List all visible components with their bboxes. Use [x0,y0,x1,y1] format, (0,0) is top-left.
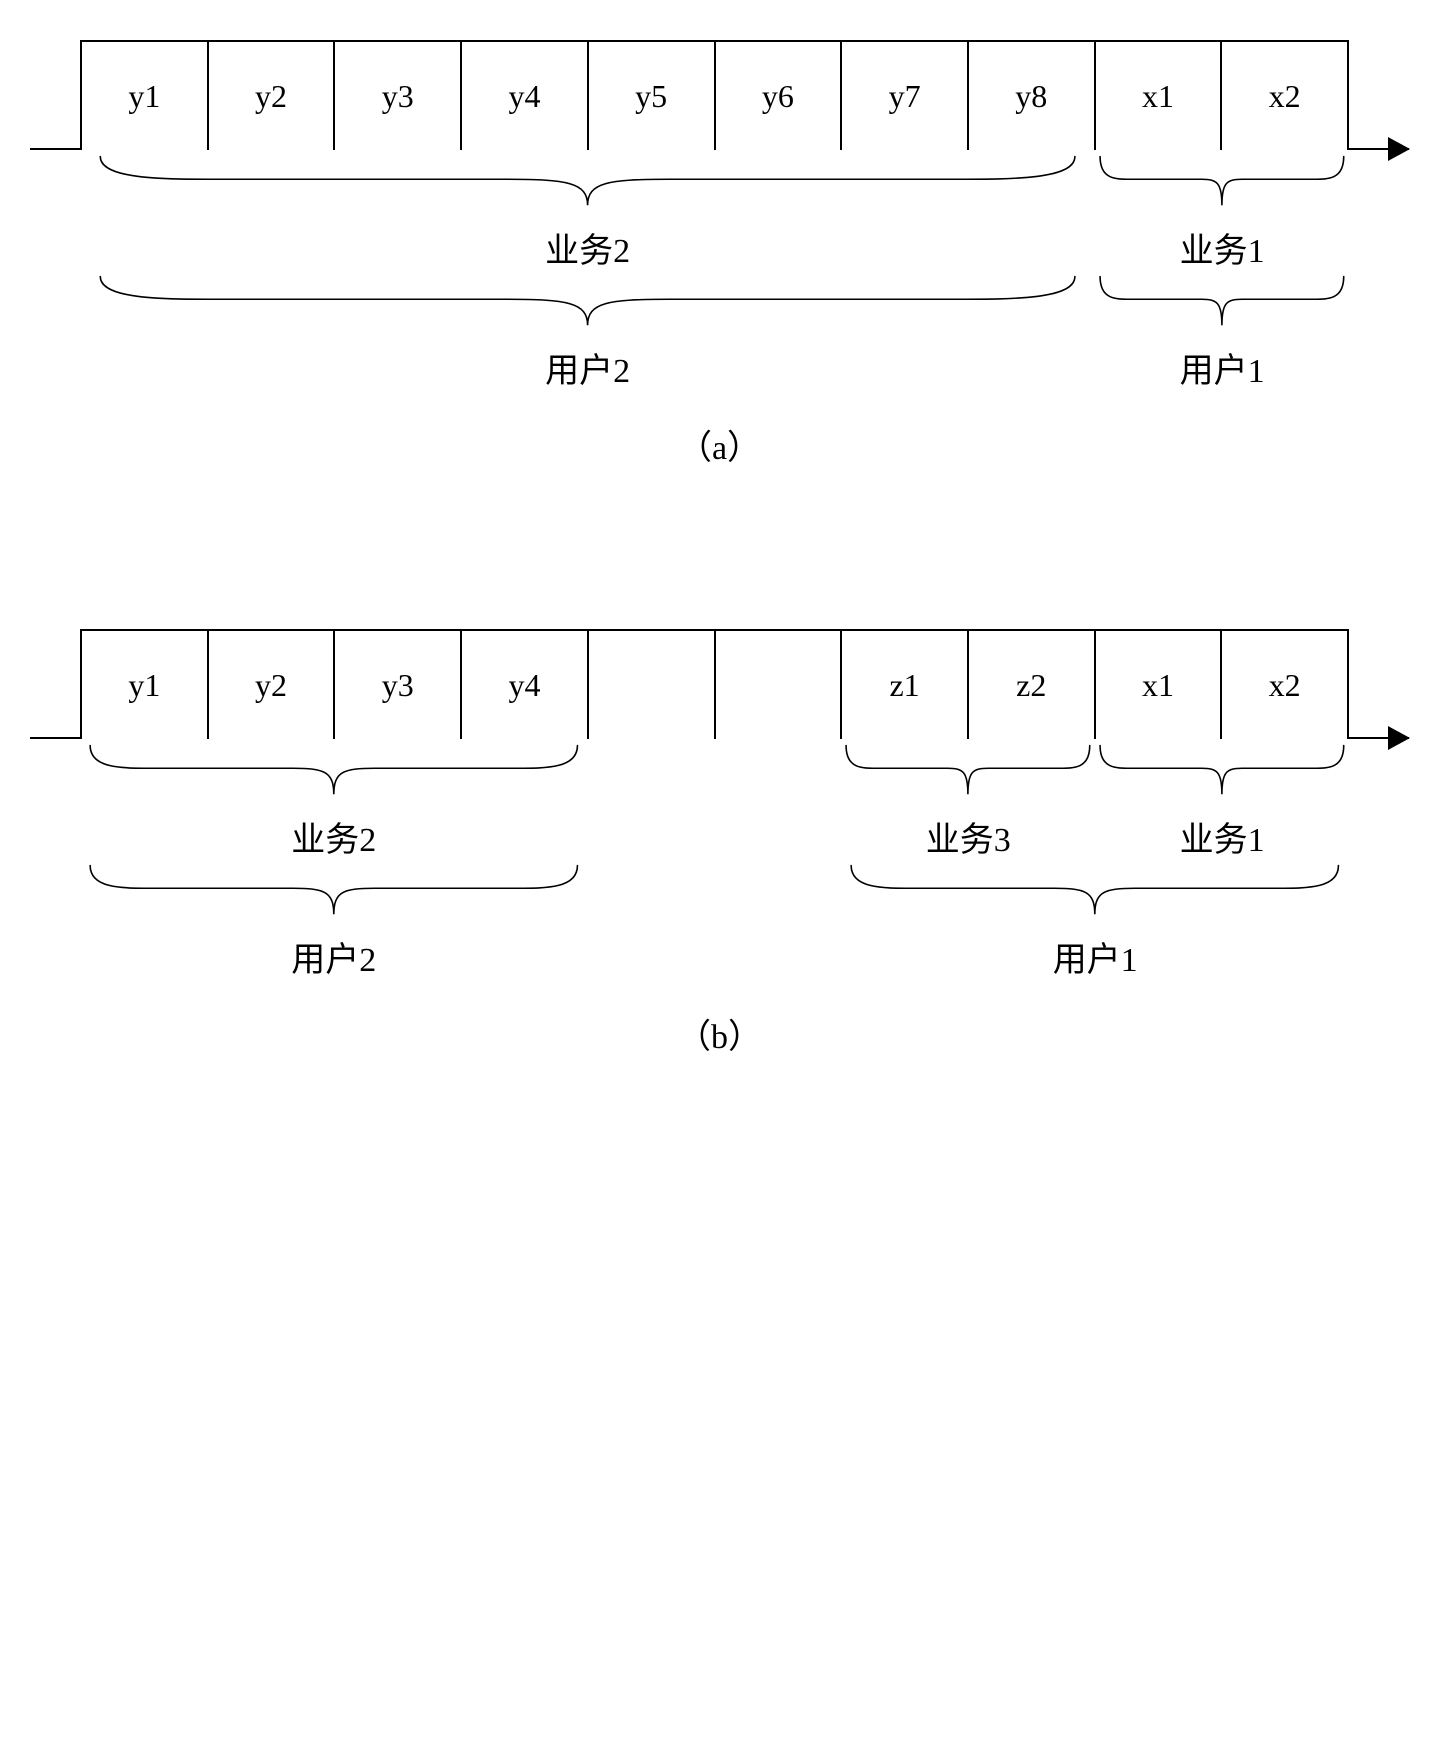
brace-label: 业务2 [80,804,588,861]
brace-icon [841,739,1095,804]
brace-group: 业务2 [80,739,588,861]
cell-y2: y2 [207,631,334,739]
cell-y7: y7 [840,42,967,150]
cell-x2: x2 [1220,42,1347,150]
brace-group: 用户1 [1095,270,1349,392]
cell-y3: y3 [333,631,460,739]
brace-icon [80,859,588,924]
brace-label: 业务1 [1095,215,1349,272]
brace-row-0: 业务2 业务3业务1 [80,739,1349,859]
brace-group: 业务1 [1095,150,1349,272]
cell-y8: y8 [967,42,1094,150]
brace-row-0: 业务2业务1 [80,150,1349,270]
brace-group: 用户2 [80,270,1095,392]
cells-row: y1y2y3y4 z1z2x1x2 [80,629,1349,739]
brace-group: 用户1 [841,859,1349,981]
brace-label: 用户1 [1095,335,1349,392]
diagram-caption: （a） [30,420,1409,469]
brace-icon [80,739,588,804]
cell-y1: y1 [80,42,207,150]
cell-y2: y2 [207,42,334,150]
brace-group: 业务2 [80,150,1095,272]
brace-row-1: 用户2用户1 [80,270,1349,390]
cells-wrapper: y1y2y3y4y5y6y7y8x1x2 [80,40,1349,150]
brace-row-1: 用户2 用户1 [80,859,1349,979]
brace-label: 业务2 [80,215,1095,272]
brace-group: 业务3 [841,739,1095,861]
brace-icon [1095,150,1349,215]
diagram-caption: （b） [30,1009,1409,1058]
cell-y4: y4 [460,42,587,150]
brace-label: 业务1 [1095,804,1349,861]
cell-y6: y6 [714,42,841,150]
cell-y3: y3 [333,42,460,150]
cell-empty [714,631,841,739]
cell-y5: y5 [587,42,714,150]
cell-z1: z1 [840,631,967,739]
brace-label: 用户2 [80,335,1095,392]
cell-x2: x2 [1220,631,1347,739]
brace-icon [841,859,1349,924]
brace-group: 业务1 [1095,739,1349,861]
diagram-a: y1y2y3y4y5y6y7y8x1x2业务2业务1用户2用户1（a） [30,40,1409,469]
brace-icon [80,150,1095,215]
brace-icon [80,270,1095,335]
cell-empty [587,631,714,739]
cell-y1: y1 [80,631,207,739]
brace-group: 用户2 [80,859,588,981]
brace-label: 用户2 [80,924,588,981]
cells-row: y1y2y3y4y5y6y7y8x1x2 [80,40,1349,150]
cell-z2: z2 [967,631,1094,739]
cell-x1: x1 [1094,631,1221,739]
cell-x1: x1 [1094,42,1221,150]
brace-icon [1095,739,1349,804]
brace-icon [1095,270,1349,335]
cells-wrapper: y1y2y3y4 z1z2x1x2 [80,629,1349,739]
diagram-b: y1y2y3y4 z1z2x1x2 业务2 业务3业务1 用户2 用户1 （b） [30,629,1409,1058]
cell-y4: y4 [460,631,587,739]
brace-label: 用户1 [841,924,1349,981]
brace-label: 业务3 [841,804,1095,861]
